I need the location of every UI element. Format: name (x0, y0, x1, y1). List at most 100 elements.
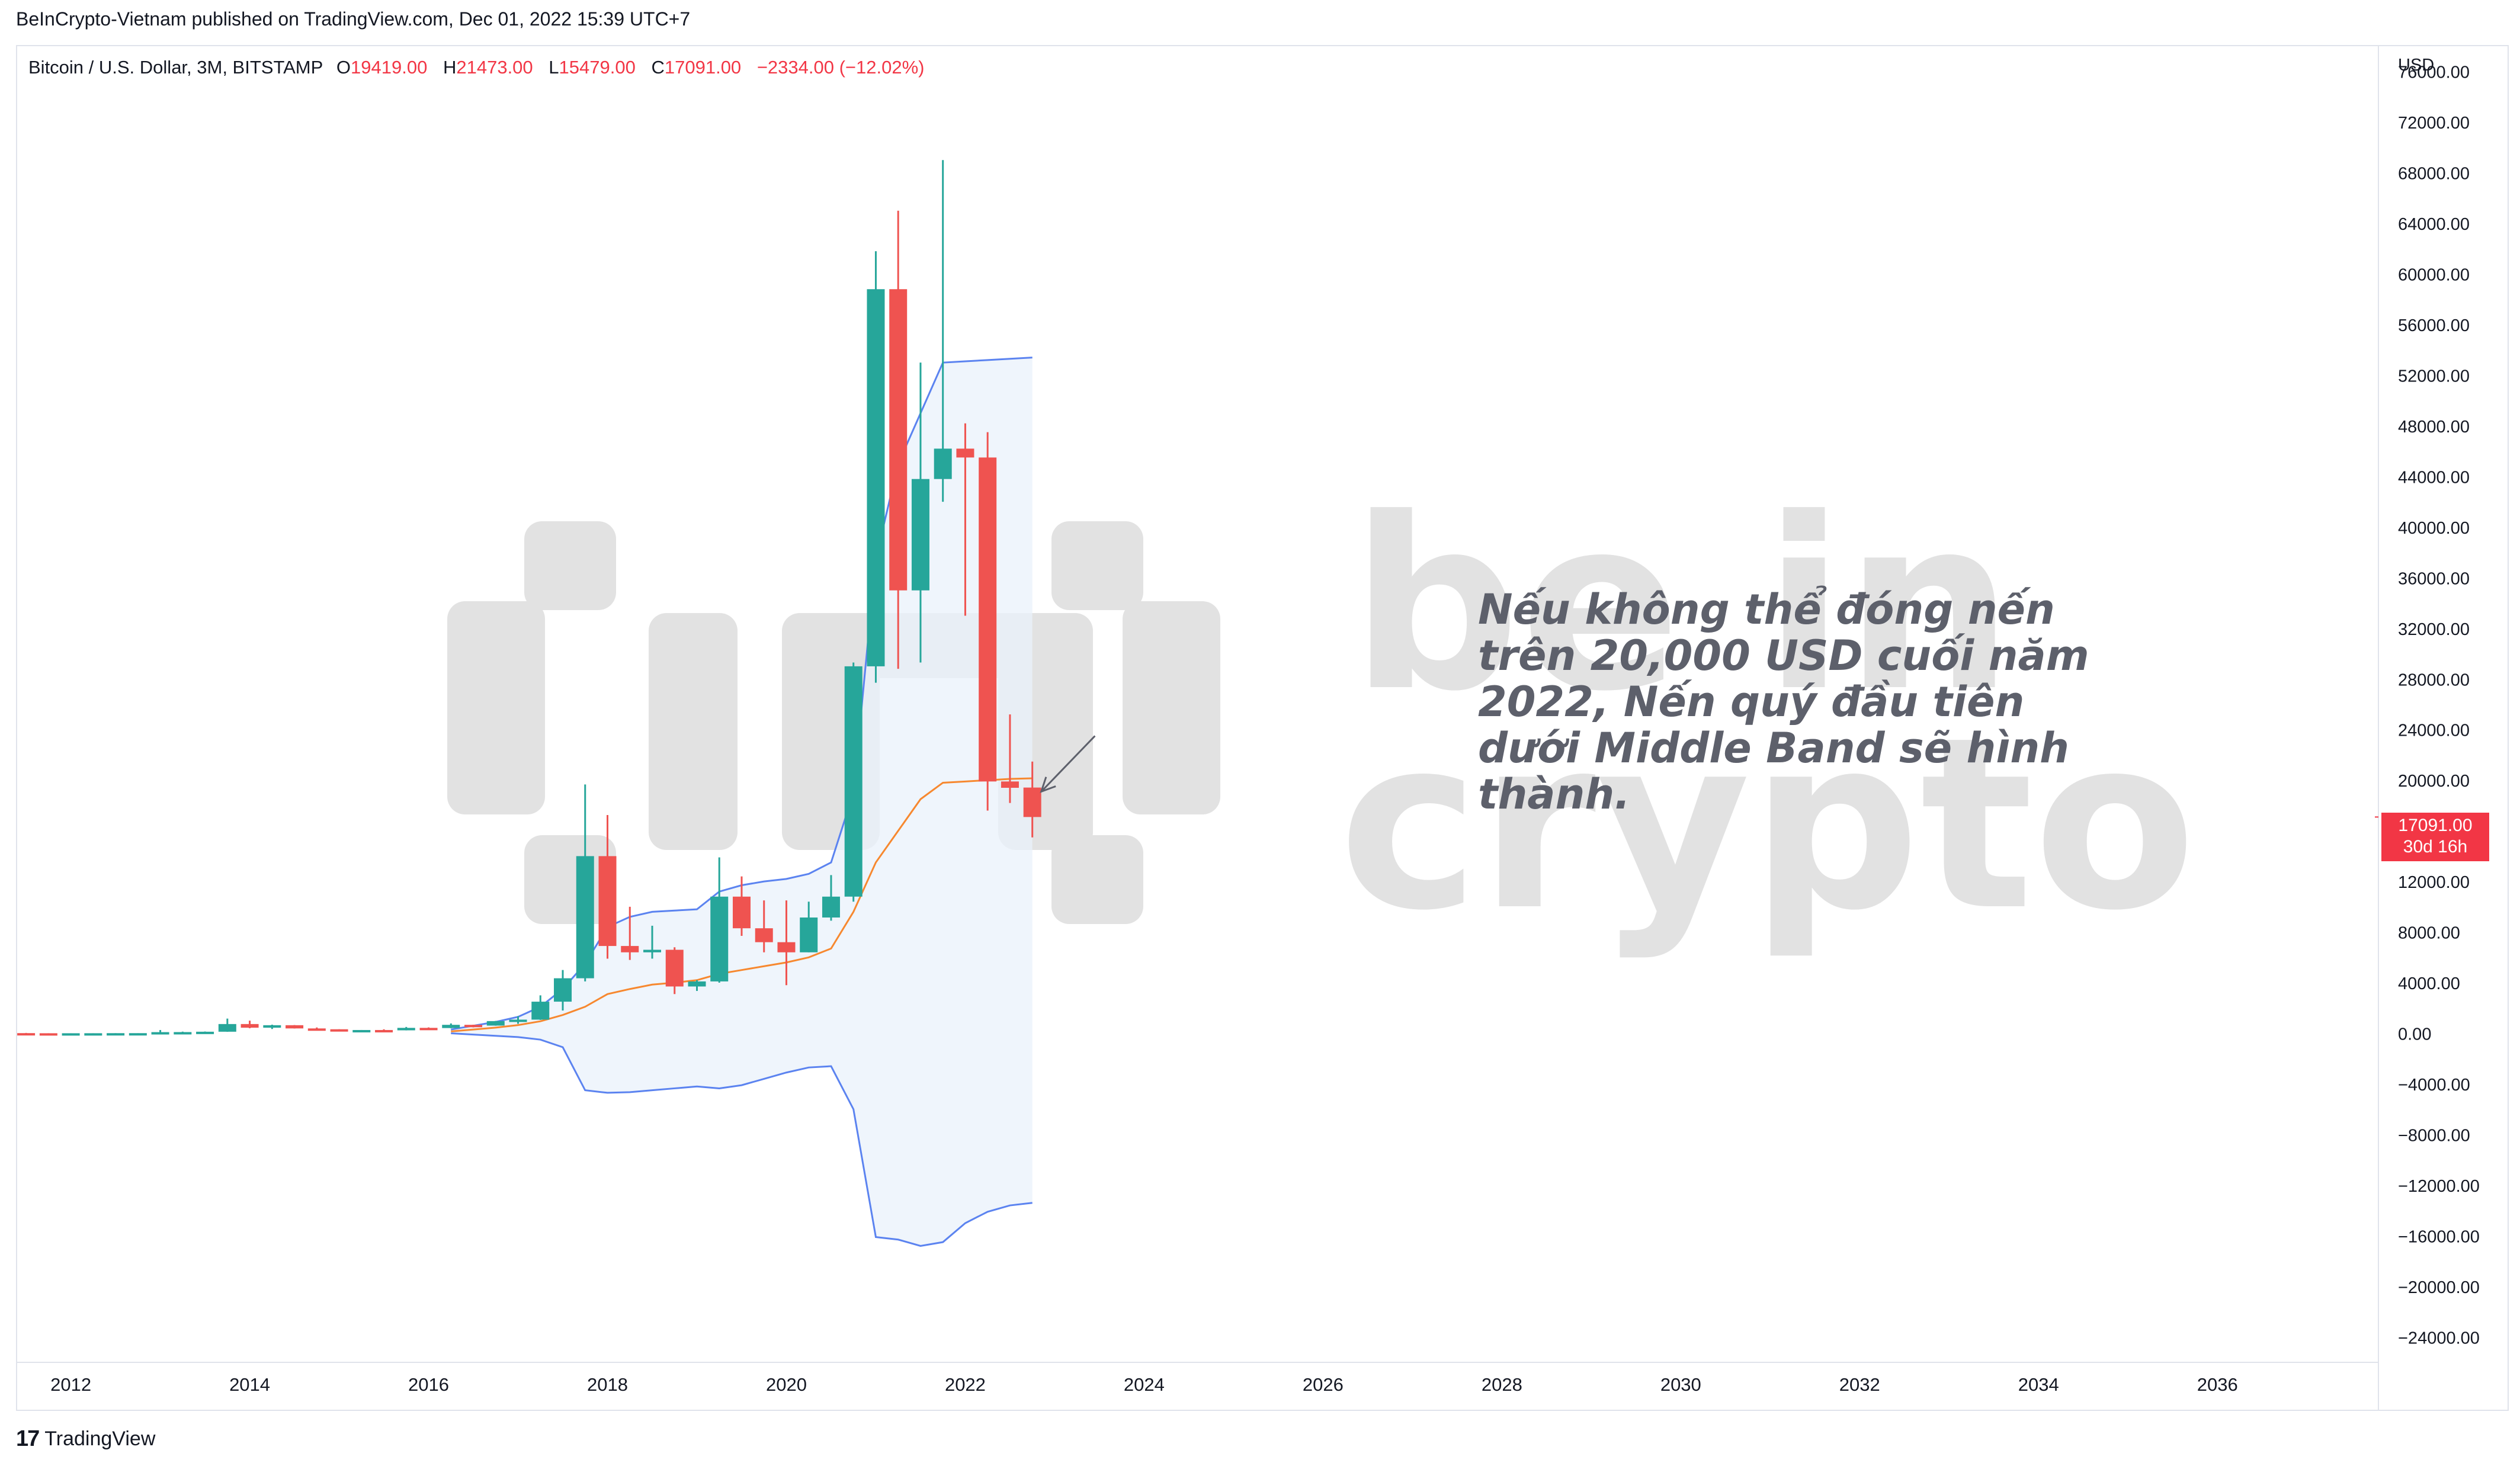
annotation-line-5: thành. (1478, 770, 1630, 819)
candle-24 (554, 970, 572, 1011)
candle-11 (263, 1024, 281, 1029)
candle-23 (531, 995, 550, 1020)
y-tick-label: −16000.00 (2398, 1227, 2480, 1246)
candle-body (151, 1032, 169, 1035)
candle-16 (375, 1029, 393, 1032)
candle-45 (1023, 761, 1041, 838)
y-tick-label: 28000.00 (2398, 671, 2470, 689)
candle-28 (643, 925, 661, 959)
candle-body (307, 1028, 326, 1031)
candle-2 (62, 1033, 80, 1036)
candle-body (576, 856, 594, 979)
y-tick-label: 32000.00 (2398, 620, 2470, 639)
tradingview-brand: TradingView (44, 1427, 156, 1450)
candle-body (956, 448, 974, 458)
candle-14 (330, 1029, 348, 1032)
y-tick-label: 8000.00 (2398, 924, 2460, 943)
last-price-tag: 17091.00 30d 16h (2381, 813, 2489, 861)
publisher-header: BeInCrypto-Vietnam published on TradingV… (16, 8, 691, 30)
candle-4 (107, 1033, 125, 1036)
candle-27 (621, 906, 639, 960)
last-price-value: 17091.00 (2398, 816, 2473, 835)
y-tick-label: 24000.00 (2398, 721, 2470, 740)
x-tick-label: 2014 (229, 1374, 270, 1395)
y-tick-label: 52000.00 (2398, 367, 2470, 386)
x-tick-label: 2028 (1482, 1374, 1522, 1395)
candle-38 (867, 251, 885, 683)
candle-body (531, 1002, 550, 1020)
candle-body (911, 479, 929, 591)
y-tick-label: 12000.00 (2398, 873, 2470, 892)
candle-body (352, 1029, 371, 1032)
annotation-line-1: Nếu không thể đóng nến (1478, 585, 2055, 634)
y-tick-label: −24000.00 (2398, 1329, 2480, 1348)
candle-29 (665, 947, 684, 995)
low-label: L (549, 57, 559, 78)
candle-body (598, 856, 617, 947)
x-tick-label: 2034 (2018, 1374, 2059, 1395)
candle-3 (84, 1033, 102, 1036)
low-value: 15479.00 (559, 57, 636, 78)
candle-25 (576, 784, 594, 981)
candle-body (464, 1025, 483, 1028)
candle-26 (598, 814, 617, 959)
open-label: O (336, 57, 351, 78)
candle-body (688, 981, 706, 987)
x-tick-label: 2032 (1839, 1374, 1880, 1395)
candle-body (621, 946, 639, 952)
x-tick-label: 2024 (1124, 1374, 1165, 1395)
candle-body (979, 457, 997, 782)
candle-21 (486, 1021, 505, 1026)
candle-40 (911, 363, 929, 663)
candle-body (196, 1031, 214, 1034)
y-tick-label: 56000.00 (2398, 316, 2470, 335)
candle-20 (464, 1024, 483, 1028)
candle-body (330, 1029, 348, 1032)
candle-36 (822, 875, 840, 921)
y-tick-label: 36000.00 (2398, 569, 2470, 588)
x-tick-label: 2022 (945, 1374, 986, 1395)
candle-41 (934, 160, 952, 502)
candle-42 (956, 423, 974, 616)
candle-body (1001, 781, 1019, 788)
candle-body (777, 942, 796, 952)
candle-body (822, 896, 840, 918)
x-tick-label: 2026 (1303, 1374, 1344, 1395)
open-value: 19419.00 (351, 57, 428, 78)
y-tick-label: 68000.00 (2398, 165, 2470, 184)
y-tick-label: 76000.00 (2398, 63, 2470, 82)
chart-annotation: Nếu không thể đóng nến trên 20,000 USD c… (1478, 586, 2130, 817)
candle-43 (979, 432, 997, 811)
change-value: −2334.00 (−12.02%) (756, 57, 925, 78)
arrow-head (1040, 777, 1056, 793)
candle-body (84, 1033, 102, 1036)
candle-body (62, 1033, 80, 1036)
candle-body (732, 896, 751, 929)
candle-35 (800, 902, 818, 952)
candle-body (665, 949, 684, 987)
candlestick-series (17, 160, 1041, 1036)
candle-17 (397, 1026, 415, 1031)
candle-34 (777, 900, 796, 986)
y-tick-label: −8000.00 (2398, 1126, 2470, 1145)
candle-32 (732, 876, 751, 936)
tradingview-footer[interactable]: 17 TradingView (16, 1426, 155, 1452)
y-tick-label: 40000.00 (2398, 519, 2470, 538)
candle-33 (755, 900, 773, 952)
symbol-name: Bitcoin / U.S. Dollar, 3M, BITSTAMP (28, 57, 323, 78)
candle-13 (307, 1027, 326, 1031)
high-label: H (443, 57, 457, 78)
candle-body (554, 978, 572, 1002)
currency-label: USD (2398, 56, 2435, 75)
x-tick-label: 2012 (50, 1374, 91, 1395)
y-tick-label: −4000.00 (2398, 1076, 2470, 1095)
candle-19 (442, 1023, 460, 1028)
candle-body (263, 1025, 281, 1028)
annotation-line-4: dưới Middle Band sẽ hình (1478, 724, 2070, 772)
chart-frame[interactable] (16, 45, 2509, 1411)
y-tick-label: 4000.00 (2398, 974, 2460, 993)
candle-37 (844, 662, 863, 902)
x-tick-label: 2036 (2197, 1374, 2238, 1395)
y-tick-label: 64000.00 (2398, 215, 2470, 234)
